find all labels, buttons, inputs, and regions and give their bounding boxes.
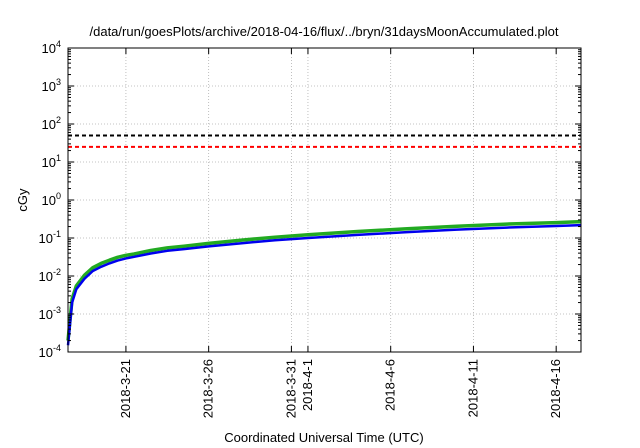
- x-tick-label: 2018-4-16: [548, 359, 563, 418]
- y-tick-label: 10-1: [39, 229, 61, 246]
- series-line: [66, 219, 582, 341]
- y-tick-label: 100: [42, 191, 61, 208]
- x-tick-label: 2018-4-11: [465, 359, 480, 417]
- x-tick-label: 2018-3-31: [283, 359, 298, 418]
- x-tick-label: 2018-3-26: [201, 359, 216, 418]
- chart-title: /data/run/goesPlots/archive/2018-04-16/f…: [90, 24, 559, 39]
- x-tick-label: 2018-4-1: [300, 359, 315, 411]
- y-tick-label: 102: [42, 115, 61, 132]
- y-tick-label: 10-4: [39, 343, 61, 360]
- y-tick-label: 101: [42, 153, 61, 170]
- reference-lines: [68, 134, 581, 148]
- y-tick-label: 103: [42, 77, 61, 94]
- axis-ticks: [68, 47, 581, 353]
- y-tick-label: 10-3: [39, 305, 61, 322]
- x-tick-label: 2018-3-21: [118, 359, 133, 418]
- y-tick-labels: 10-4 10-3 10-2 10-1 100 101 102 103 104: [39, 39, 61, 360]
- grid: [68, 48, 581, 352]
- series-line: [66, 223, 582, 346]
- x-tick-label: 2018-4-6: [383, 359, 398, 411]
- y-tick-label: 10-2: [39, 267, 61, 284]
- x-tick-labels: 2018-3-21 2018-3-26 2018-3-31 2018-4-1 2018-…: [118, 359, 563, 418]
- series-group: [66, 219, 582, 346]
- y-axis-label: cGy: [15, 188, 30, 212]
- x-axis-label: Coordinated Universal Time (UTC): [224, 430, 423, 445]
- plot-frame: [67, 47, 582, 353]
- y-tick-label: 104: [42, 39, 61, 56]
